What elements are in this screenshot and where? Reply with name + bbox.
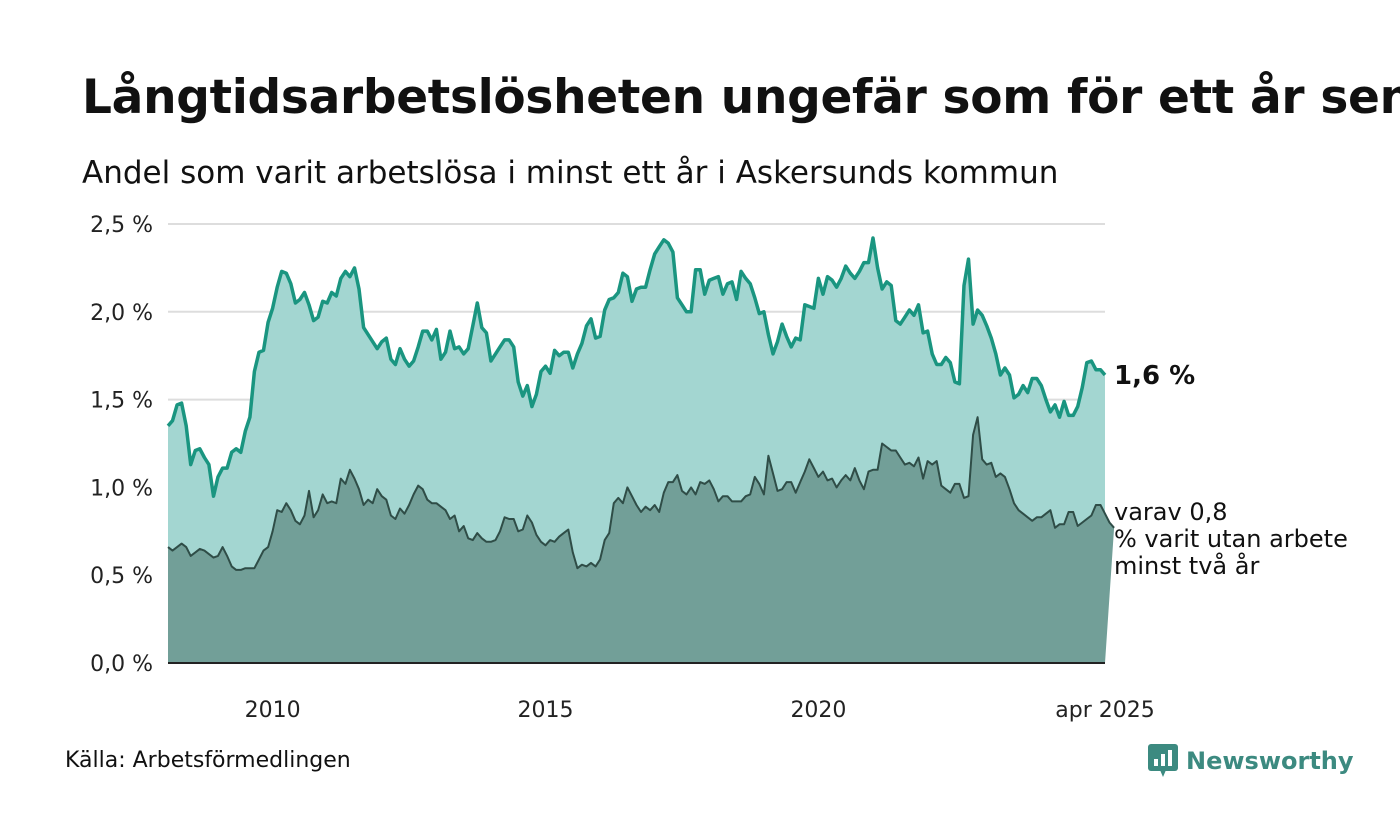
source-note: Källa: Arbetsförmedlingen <box>65 748 351 773</box>
x-axis-tick-labels: 2010 2015 2020 apr 2025 <box>245 698 1155 723</box>
series-2-label-line: varav 0,8 <box>1114 498 1227 526</box>
x-tick-label: apr 2025 <box>1055 698 1154 723</box>
chart-subtitle: Andel som varit arbetslösa i minst ett å… <box>82 155 1059 191</box>
chart-title: Långtidsarbetslösheten ungefär som för e… <box>82 70 1400 125</box>
series-2-label-line: % varit utan arbete <box>1114 525 1348 553</box>
series-1-end-label: 1,6 % <box>1114 361 1195 391</box>
y-tick-label: 2,0 % <box>90 301 153 326</box>
series-1-line <box>166 236 1107 498</box>
x-tick-label: 2020 <box>790 698 846 723</box>
x-tick-label: 2015 <box>518 698 574 723</box>
series-2-label-line: minst två år <box>1114 551 1259 580</box>
y-tick-label: 1,0 % <box>90 476 153 501</box>
brand: Newsworthy <box>1148 744 1354 778</box>
y-tick-label: 0,0 % <box>90 652 153 677</box>
y-tick-label: 2,5 % <box>90 213 153 238</box>
series-2-end-label: varav 0,8% varit utan arbete minst två år <box>1114 498 1348 580</box>
x-tick-label: 2010 <box>245 698 301 723</box>
series-2-area <box>168 417 1115 663</box>
y-tick-label: 0,5 % <box>90 564 153 589</box>
series-2-line <box>167 416 1115 571</box>
brand-name: Newsworthy <box>1186 747 1354 775</box>
y-tick-label: 1,5 % <box>90 389 153 414</box>
y-axis-tick-labels: 0,0 % 0,5 % 1,0 % 1,5 % 2,0 % 2,5 % <box>90 213 153 677</box>
newsworthy-logo-icon <box>1148 744 1178 777</box>
